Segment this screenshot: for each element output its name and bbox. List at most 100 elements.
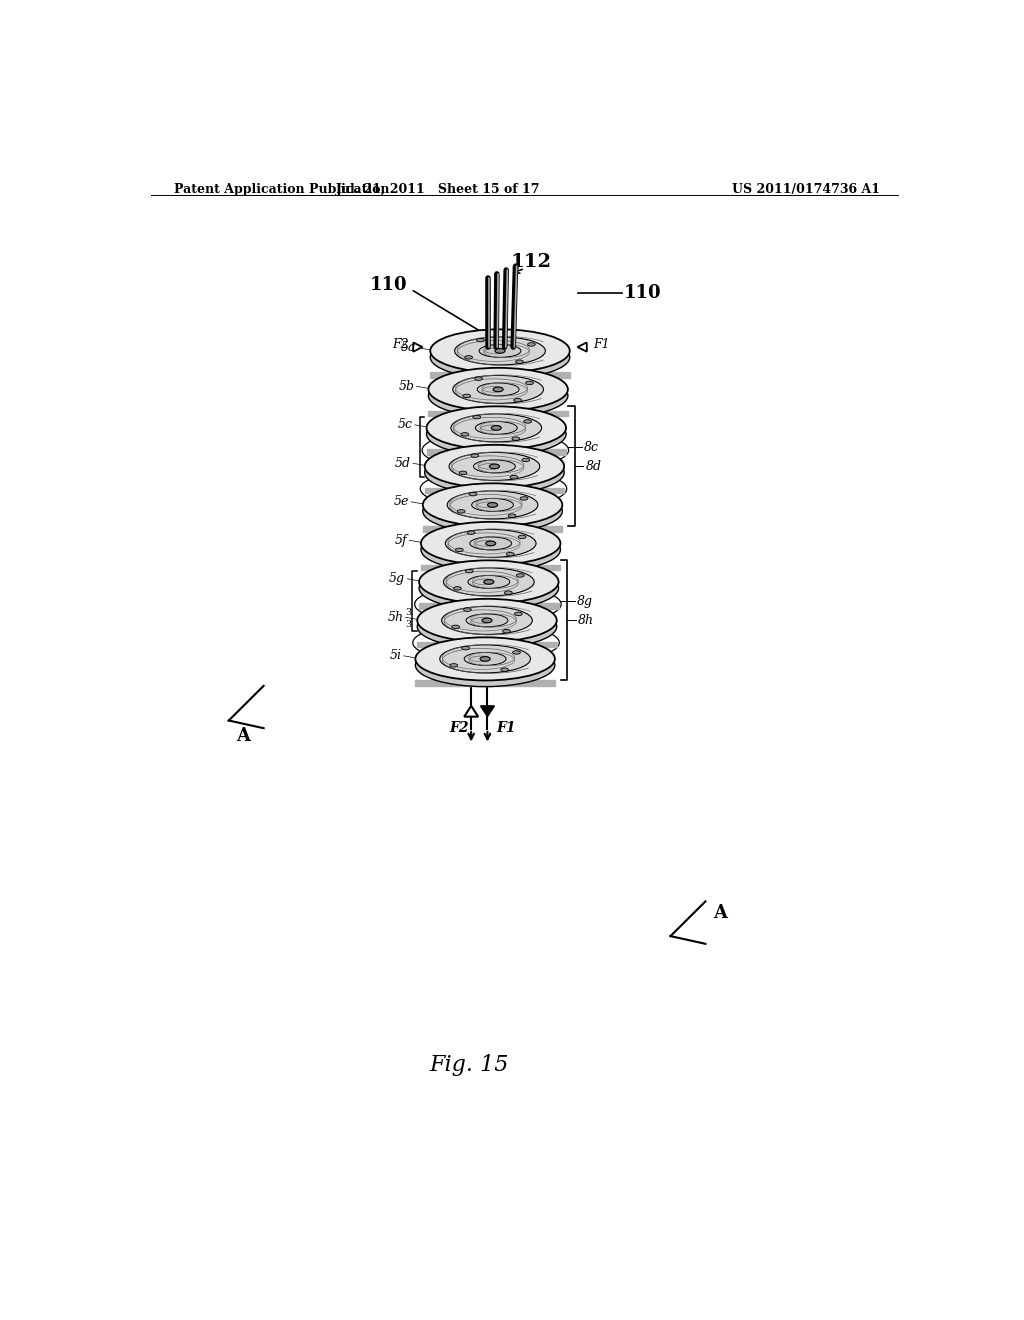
Ellipse shape — [510, 475, 518, 479]
Ellipse shape — [445, 529, 536, 557]
Ellipse shape — [495, 348, 505, 354]
Text: 8h: 8h — [578, 614, 594, 627]
Ellipse shape — [494, 387, 503, 392]
Ellipse shape — [473, 416, 480, 418]
Ellipse shape — [464, 609, 471, 611]
Ellipse shape — [475, 378, 482, 380]
Ellipse shape — [506, 553, 514, 556]
Text: 5a: 5a — [400, 342, 417, 354]
Polygon shape — [419, 603, 558, 609]
Ellipse shape — [518, 535, 526, 539]
Ellipse shape — [514, 612, 522, 615]
Ellipse shape — [477, 383, 519, 396]
Ellipse shape — [430, 330, 569, 372]
Polygon shape — [421, 565, 560, 570]
Ellipse shape — [492, 425, 502, 430]
Ellipse shape — [482, 618, 492, 623]
Text: 5c: 5c — [397, 418, 413, 432]
Ellipse shape — [514, 399, 521, 401]
Ellipse shape — [439, 645, 530, 673]
Ellipse shape — [512, 437, 520, 441]
Ellipse shape — [516, 360, 523, 363]
Text: 5i: 5i — [389, 649, 401, 663]
Text: 110: 110 — [624, 284, 662, 302]
Text: 8g: 8g — [577, 594, 593, 607]
Ellipse shape — [425, 451, 564, 494]
Ellipse shape — [416, 644, 555, 686]
Ellipse shape — [508, 513, 516, 517]
Ellipse shape — [419, 561, 558, 603]
Text: 3: 3 — [404, 609, 411, 618]
Ellipse shape — [516, 574, 524, 577]
Ellipse shape — [505, 591, 512, 594]
Ellipse shape — [466, 569, 473, 573]
Text: 5h: 5h — [387, 611, 403, 624]
Text: Patent Application Publication: Patent Application Publication — [174, 183, 390, 197]
Ellipse shape — [447, 491, 538, 519]
Polygon shape — [430, 372, 569, 378]
Ellipse shape — [475, 421, 517, 434]
Ellipse shape — [489, 465, 500, 469]
Polygon shape — [423, 527, 562, 532]
Ellipse shape — [453, 375, 544, 404]
Text: 5b: 5b — [398, 380, 415, 393]
Ellipse shape — [428, 374, 568, 417]
Ellipse shape — [427, 407, 566, 449]
Ellipse shape — [423, 483, 562, 527]
Text: F2: F2 — [450, 721, 469, 735]
Ellipse shape — [480, 656, 490, 661]
Ellipse shape — [468, 576, 510, 589]
Ellipse shape — [522, 458, 529, 462]
Ellipse shape — [487, 503, 498, 507]
Ellipse shape — [527, 343, 536, 346]
Text: 5g: 5g — [389, 573, 406, 585]
Ellipse shape — [421, 528, 560, 572]
Ellipse shape — [417, 605, 557, 648]
Text: A: A — [237, 727, 251, 744]
Ellipse shape — [466, 614, 508, 627]
Ellipse shape — [462, 647, 469, 649]
Ellipse shape — [416, 638, 555, 681]
Text: 5e: 5e — [393, 495, 409, 508]
Ellipse shape — [427, 413, 566, 455]
Ellipse shape — [470, 537, 512, 550]
Ellipse shape — [455, 337, 546, 364]
Polygon shape — [425, 488, 564, 494]
Ellipse shape — [456, 548, 463, 552]
Text: F1: F1 — [593, 338, 609, 351]
Polygon shape — [428, 411, 568, 416]
Ellipse shape — [430, 335, 569, 379]
Text: Jul. 21, 2011   Sheet 15 of 17: Jul. 21, 2011 Sheet 15 of 17 — [336, 183, 541, 197]
Ellipse shape — [423, 490, 562, 533]
Ellipse shape — [417, 599, 557, 642]
Text: 5d: 5d — [394, 457, 411, 470]
Ellipse shape — [483, 579, 494, 585]
Ellipse shape — [469, 492, 477, 496]
Ellipse shape — [513, 651, 520, 655]
Ellipse shape — [520, 496, 527, 500]
Ellipse shape — [458, 510, 465, 513]
Ellipse shape — [451, 414, 542, 442]
Ellipse shape — [450, 453, 540, 480]
Ellipse shape — [524, 420, 531, 424]
Ellipse shape — [471, 454, 479, 457]
Ellipse shape — [473, 459, 515, 473]
Ellipse shape — [461, 433, 469, 436]
Ellipse shape — [443, 568, 535, 595]
Text: A: A — [713, 904, 727, 921]
Ellipse shape — [421, 521, 560, 565]
Text: 5f: 5f — [394, 533, 407, 546]
Text: 110: 110 — [370, 276, 407, 294]
Ellipse shape — [452, 626, 460, 628]
Text: 8c: 8c — [584, 441, 599, 454]
Text: 8d: 8d — [586, 459, 601, 473]
Ellipse shape — [476, 338, 484, 342]
Ellipse shape — [479, 345, 521, 358]
Ellipse shape — [485, 541, 496, 545]
Text: 112: 112 — [511, 253, 552, 272]
Text: Fig. 15: Fig. 15 — [429, 1055, 509, 1077]
Text: F1: F1 — [497, 721, 516, 735]
Ellipse shape — [454, 586, 462, 590]
Ellipse shape — [419, 566, 558, 610]
Polygon shape — [416, 681, 555, 686]
